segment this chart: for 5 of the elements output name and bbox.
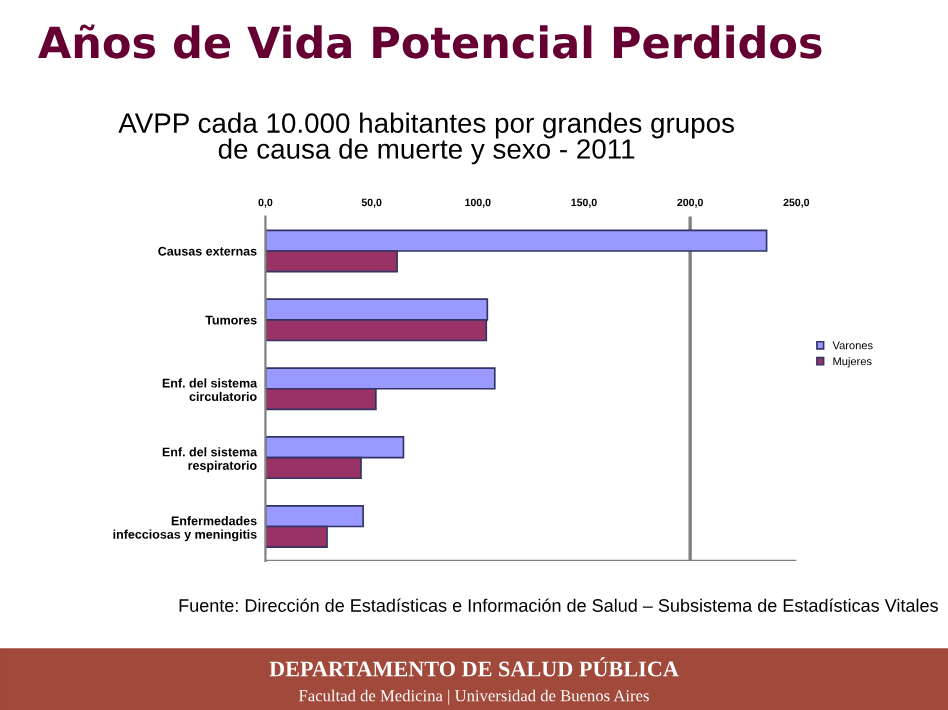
chart-subtitle: AVPP cada 10.000 habitantes por grandes grupos de causa de muerte y sexo - 2011: [118, 112, 734, 165]
source-note: Fuente: Dirección de Estadísticas e Información de Salud – Subsistema de Estadísticas Vitales: [179, 598, 938, 612]
text: DEPARTAMENTO DE SALUD PÚBLICA: [269, 657, 679, 677]
chart-title: Años de Vida Potencial Perdidos: [38, 24, 822, 59]
text: Facultad de Medicina | Universidad de Buenos Aires: [299, 689, 649, 705]
